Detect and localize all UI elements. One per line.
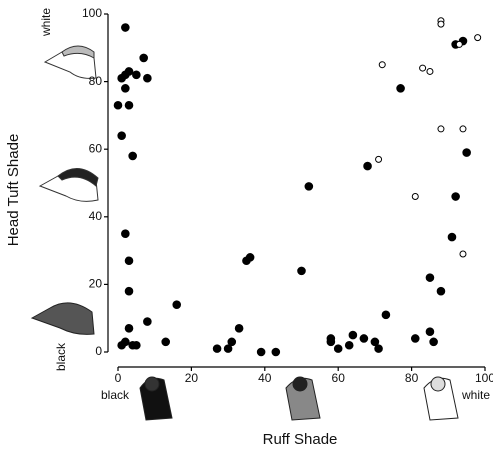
point (437, 20, 445, 28)
point (297, 266, 306, 276)
x-tick-label: 20 (185, 371, 199, 385)
point (410, 334, 420, 343)
point (333, 344, 343, 353)
y-tick-label: 20 (89, 277, 103, 291)
point (234, 324, 244, 333)
annotation: black (54, 342, 68, 371)
annotation: white (39, 8, 53, 37)
point (378, 61, 386, 69)
point (132, 340, 141, 350)
point (451, 192, 460, 201)
point (124, 324, 134, 333)
point (304, 182, 314, 191)
point (396, 84, 405, 93)
bird-mid-head (38, 168, 99, 202)
x-tick-label: 60 (332, 371, 346, 385)
point (121, 23, 130, 32)
point (223, 344, 233, 353)
bird-white-head (43, 45, 97, 79)
point (425, 273, 435, 282)
point (172, 300, 182, 309)
annotation: black (101, 388, 130, 402)
point (429, 337, 438, 347)
point (245, 253, 255, 262)
x-tick-label: 80 (405, 371, 419, 385)
point (348, 330, 358, 340)
point (143, 73, 152, 83)
point (374, 344, 383, 353)
x-tick-label: 0 (115, 371, 122, 385)
x-tick-label: 100 (475, 371, 493, 385)
point (419, 64, 427, 72)
bird-mid-ruff (285, 376, 321, 421)
point (436, 286, 446, 296)
point (363, 161, 372, 171)
point (447, 232, 457, 242)
point (426, 67, 434, 75)
point (212, 344, 222, 353)
point (462, 148, 471, 157)
y-tick-label: 100 (82, 6, 102, 20)
point (124, 67, 134, 76)
point (121, 337, 130, 347)
point (326, 337, 336, 347)
point (113, 100, 123, 110)
point (117, 73, 126, 83)
point (121, 229, 130, 238)
y-tick-label: 0 (95, 344, 102, 358)
point (256, 347, 266, 357)
point (381, 310, 391, 320)
point (411, 193, 419, 201)
point (425, 327, 435, 337)
point (370, 337, 380, 347)
point (139, 53, 148, 63)
point (375, 155, 383, 163)
y-tick-label: 60 (89, 141, 103, 155)
x-tick-label: 40 (258, 371, 272, 385)
point (124, 100, 134, 110)
point (459, 125, 467, 133)
annotation: white (461, 388, 490, 402)
y-tick-label: 80 (89, 74, 103, 88)
point (161, 337, 171, 347)
point (124, 256, 134, 266)
x-axis-title: Ruff Shade (263, 431, 338, 448)
point (143, 317, 152, 326)
point (359, 334, 369, 343)
y-axis-title: Head Tuft Shade (5, 134, 22, 247)
bird-white-ruff (423, 376, 459, 421)
point (437, 125, 445, 133)
point (132, 70, 141, 80)
point (227, 337, 237, 347)
point (271, 347, 281, 357)
point (474, 34, 482, 42)
point (455, 40, 463, 48)
y-tick-label: 40 (89, 209, 103, 223)
bird-black-head (30, 302, 95, 335)
bird-black-ruff (139, 376, 173, 421)
point (124, 286, 134, 296)
point (344, 340, 354, 350)
point (459, 250, 467, 258)
point (117, 131, 126, 140)
point (128, 151, 137, 161)
point (121, 84, 130, 93)
